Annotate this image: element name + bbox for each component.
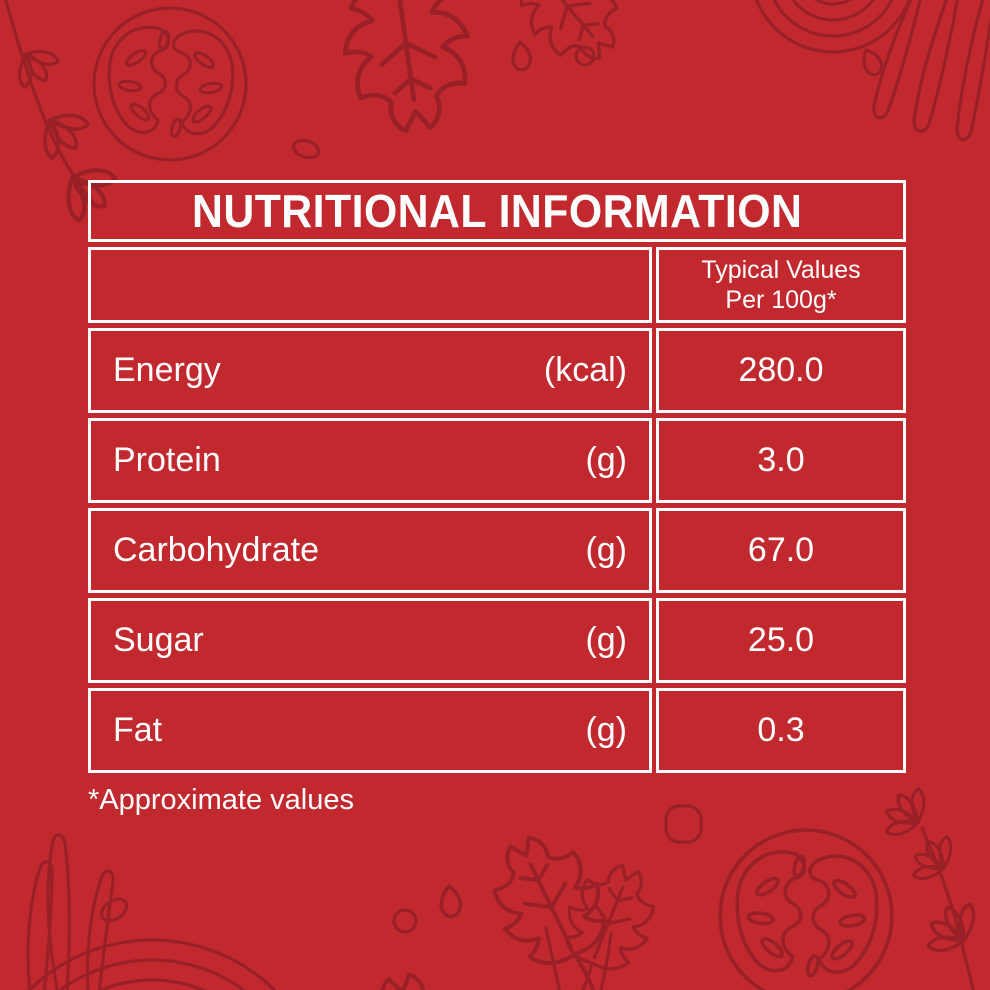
value-cell: 67.0 <box>656 508 906 593</box>
parsley-sprig-icon <box>471 817 671 990</box>
table-row-sugar: Sugar (g) 25.0 <box>88 598 906 683</box>
seed-icon <box>664 804 703 844</box>
seed-icon <box>291 138 321 160</box>
grass-blades-icon <box>26 833 115 990</box>
seed-icon <box>99 897 129 923</box>
header-empty-cell <box>88 247 652 323</box>
nutrient-label: Carbohydrate <box>113 531 320 569</box>
seed-icon <box>858 44 887 79</box>
flower-sprig-icon <box>872 778 990 990</box>
header-line-1: Typical Values <box>701 256 861 284</box>
value-column-header: Typical Values Per 100g* <box>656 247 906 323</box>
seed-icon <box>392 908 418 934</box>
droplet-icon <box>511 40 533 72</box>
tomato-rings-icon <box>754 0 912 54</box>
table-row-energy: Energy (kcal) 280.0 <box>88 328 906 413</box>
nutrient-cell: Sugar (g) <box>88 598 652 683</box>
tomato-slice-icon <box>92 6 248 162</box>
table-header-row: Typical Values Per 100g* <box>88 247 906 323</box>
nutrient-cell: Protein (g) <box>88 418 652 503</box>
nutrient-unit: (g) <box>585 621 627 659</box>
nutrient-label: Protein <box>113 441 221 479</box>
nutrient-value: 0.3 <box>757 711 805 749</box>
nutrient-unit: (g) <box>585 711 627 749</box>
nutrient-value: 280.0 <box>738 351 824 389</box>
approximate-values-note: *Approximate values <box>88 784 354 816</box>
nutrient-cell: Energy (kcal) <box>88 328 652 413</box>
nutrient-unit: (g) <box>585 441 627 479</box>
nutrient-cell: Carbohydrate (g) <box>88 508 652 593</box>
tomato-rings-icon <box>27 938 277 990</box>
nutrient-unit: (g) <box>585 531 627 569</box>
seed-icon <box>574 45 596 67</box>
value-cell: 3.0 <box>656 418 906 503</box>
nutrient-value: 25.0 <box>747 621 815 659</box>
value-cell: 25.0 <box>656 598 906 683</box>
table-row-fat: Fat (g) 0.3 <box>88 688 906 773</box>
nutrient-label: Fat <box>113 711 163 749</box>
nutrient-unit: (kcal) <box>543 351 627 389</box>
petal-leaves-icon <box>872 0 990 142</box>
table-row-carbohydrate: Carbohydrate (g) 67.0 <box>88 508 906 593</box>
nutrient-label: Sugar <box>113 621 204 659</box>
nutrient-value: 67.0 <box>747 531 815 569</box>
parsley-leaf-icon <box>328 0 479 138</box>
value-cell: 280.0 <box>656 328 906 413</box>
page-title: NUTRITIONAL INFORMATION <box>191 185 803 237</box>
droplet-icon <box>439 884 463 919</box>
table-title-bar: NUTRITIONAL INFORMATION <box>88 180 906 242</box>
flower-sprig-icon <box>3 0 128 231</box>
parsley-leaf-icon <box>347 966 489 990</box>
nutrient-value: 3.0 <box>757 441 805 479</box>
nutrition-table: NUTRITIONAL INFORMATION Typical Values P… <box>88 180 906 817</box>
tomato-slice-icon <box>718 828 894 990</box>
header-line-2: Per 100g* <box>725 286 837 314</box>
parsley-leaf-icon <box>477 0 642 82</box>
nutrient-label: Energy <box>113 351 221 389</box>
table-row-protein: Protein (g) 3.0 <box>88 418 906 503</box>
nutrient-cell: Fat (g) <box>88 688 652 773</box>
value-cell: 0.3 <box>656 688 906 773</box>
